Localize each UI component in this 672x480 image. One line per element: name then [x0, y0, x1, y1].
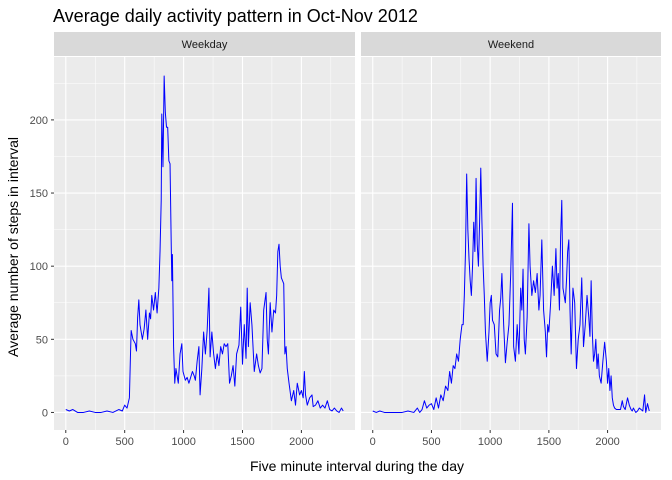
x-tick-label: 1000: [478, 436, 502, 448]
y-tick-label: 200: [30, 115, 48, 127]
y-axis-title: Average number of steps in interval: [5, 137, 21, 357]
strip-label-weekday: Weekday: [182, 39, 228, 51]
x-tick-label: 1500: [230, 436, 254, 448]
y-tick-label: 100: [30, 261, 48, 273]
strip-weekday: [54, 32, 355, 56]
x-tick-label: 500: [422, 436, 440, 448]
series-line-weekend: [372, 167, 650, 413]
x-axis-title: Five minute interval during the day: [250, 458, 464, 474]
panel-background: [54, 57, 355, 430]
x-tick-label: 500: [116, 436, 134, 448]
y-tick-label: 150: [30, 188, 48, 200]
y-tick-label: 0: [42, 407, 48, 419]
x-tick-label: 2000: [595, 436, 619, 448]
panel-weekday: Weekday 0 500 1000 1500 2000 0 50 100 150 200: [30, 32, 355, 448]
chart-title: Average daily activity pattern in Oct-No…: [53, 6, 418, 26]
x-tick-label: 2000: [289, 436, 313, 448]
x-tick-label: 1500: [537, 436, 561, 448]
panel-weekend: Weekend 0 500 1000 1500 2000: [361, 32, 661, 448]
x-tick-label: 0: [63, 436, 69, 448]
y-tick-label: 50: [36, 334, 48, 346]
x-tick-label: 1000: [171, 436, 195, 448]
strip-weekend: [361, 32, 661, 56]
series-line-weekday: [65, 75, 344, 413]
x-tick-label: 0: [370, 436, 376, 448]
panels: Weekday 0 500 1000 1500 2000 0 50 100 150 200 Weeke…: [30, 32, 661, 448]
strip-label-weekend: Weekend: [488, 39, 534, 51]
